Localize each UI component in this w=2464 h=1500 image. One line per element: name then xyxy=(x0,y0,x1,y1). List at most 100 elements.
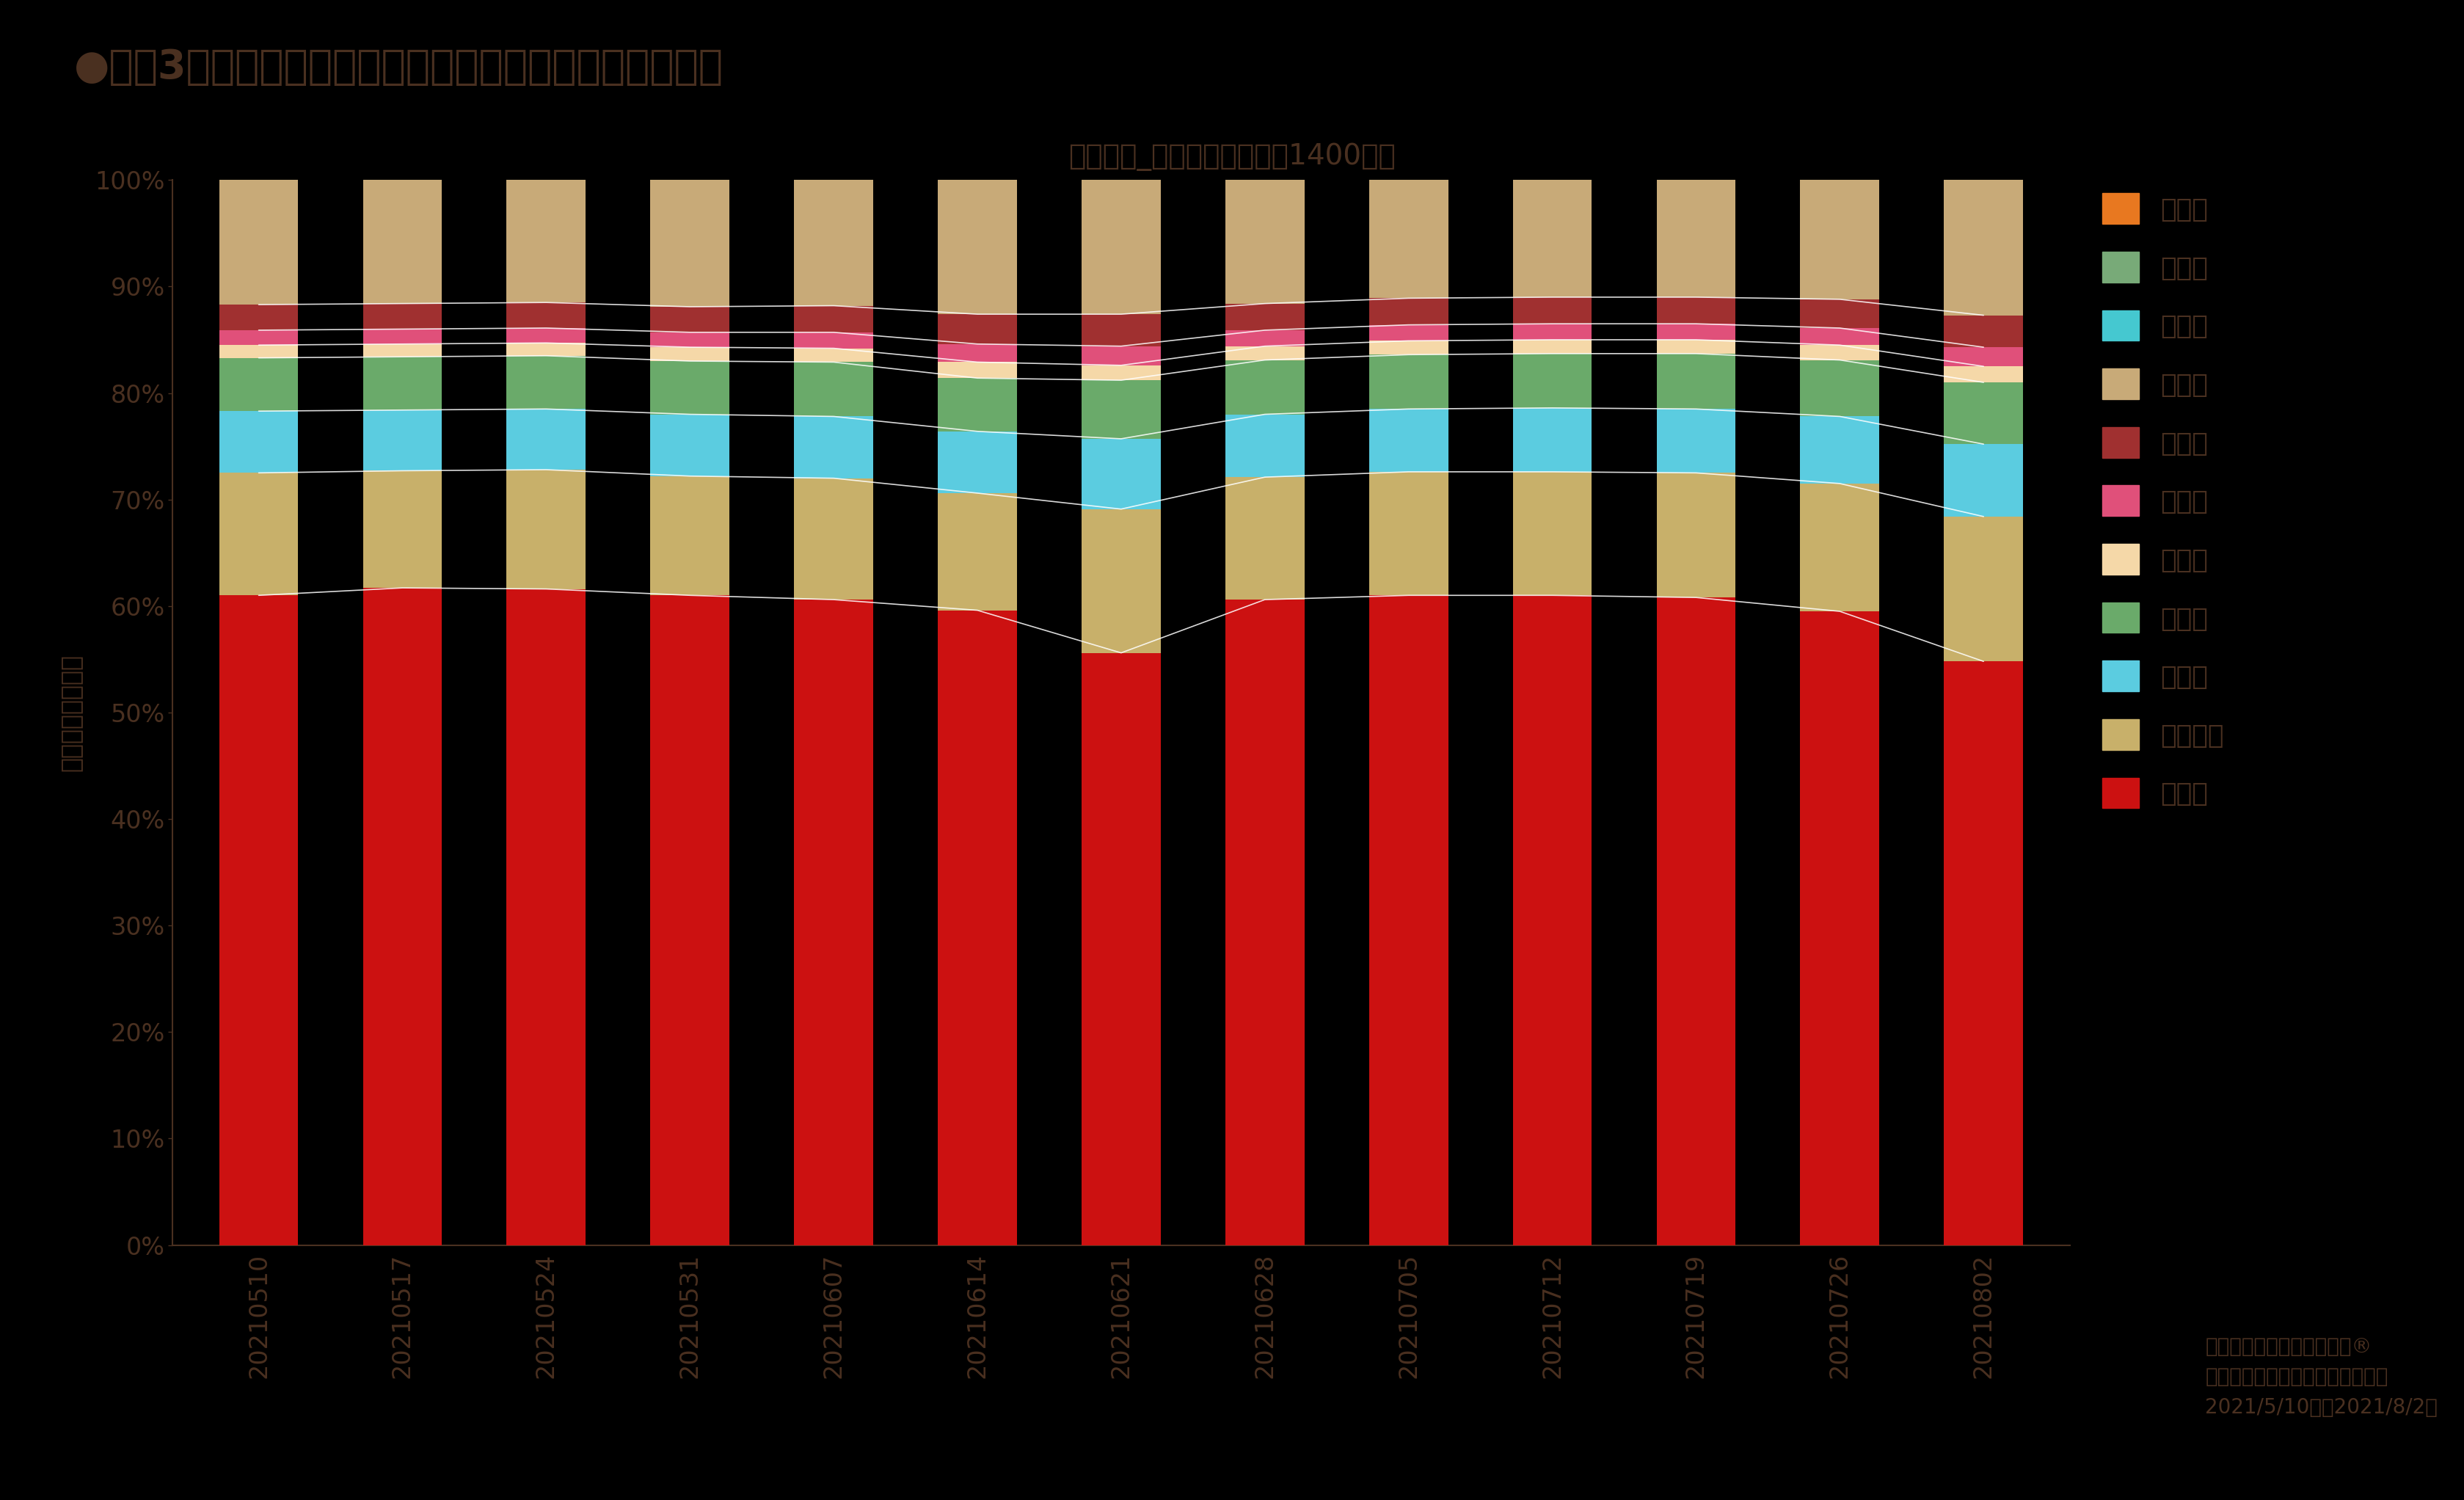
Bar xyxy=(1082,128,1161,314)
Bar xyxy=(508,356,586,410)
Bar xyxy=(1225,330,1303,347)
Bar xyxy=(1656,354,1735,410)
Bar xyxy=(650,68,729,120)
Bar xyxy=(1513,0,1592,33)
Bar xyxy=(650,34,729,68)
Bar xyxy=(1944,366,2023,382)
Bar xyxy=(650,476,729,596)
Bar xyxy=(219,596,298,1245)
Bar xyxy=(650,333,729,347)
Bar xyxy=(939,314,1018,344)
Bar xyxy=(650,306,729,333)
Bar xyxy=(939,130,1018,314)
Bar xyxy=(1656,297,1735,324)
Bar xyxy=(1225,0,1303,34)
Bar xyxy=(1656,0,1735,34)
Y-axis label: 人口居住地構成比: 人口居住地構成比 xyxy=(59,654,81,771)
Bar xyxy=(362,588,441,1245)
Bar xyxy=(1513,297,1592,324)
Bar xyxy=(1513,118,1592,297)
Bar xyxy=(1801,39,1880,68)
Bar xyxy=(1801,417,1880,483)
Bar xyxy=(1370,298,1449,326)
Text: データ：モバイル空間統計®
国内人口分布（リアルタイム版）
2021/5/10週〜2021/8/2週: データ：モバイル空間統計® 国内人口分布（リアルタイム版） 2021/5/10週… xyxy=(2205,1336,2437,1418)
Bar xyxy=(1370,120,1449,298)
Bar xyxy=(939,362,1018,378)
Bar xyxy=(939,378,1018,432)
Text: 羽田空港_国内線　　休日・1400時台: 羽田空港_国内線 休日・1400時台 xyxy=(1069,142,1395,171)
Bar xyxy=(508,470,586,590)
Bar xyxy=(939,494,1018,610)
Bar xyxy=(219,358,298,411)
Bar xyxy=(362,471,441,588)
Bar xyxy=(1225,477,1303,600)
Bar xyxy=(1944,662,2023,1245)
Bar xyxy=(1944,80,2023,142)
Bar xyxy=(508,303,586,328)
Bar xyxy=(508,28,586,60)
Bar xyxy=(362,114,441,303)
Bar xyxy=(1370,326,1449,340)
Bar xyxy=(793,362,872,417)
Bar xyxy=(1225,360,1303,414)
Bar xyxy=(1370,472,1449,596)
Bar xyxy=(508,60,586,114)
Bar xyxy=(219,304,298,330)
Bar xyxy=(1082,366,1161,380)
Bar xyxy=(1513,354,1592,408)
Bar xyxy=(508,114,586,303)
Bar xyxy=(1944,0,2023,53)
Bar xyxy=(1082,36,1161,66)
Bar xyxy=(1082,314,1161,346)
Bar xyxy=(939,344,1018,362)
Bar xyxy=(1370,596,1449,1245)
Bar xyxy=(1225,120,1303,303)
Bar xyxy=(650,0,729,34)
Bar xyxy=(362,357,441,410)
Bar xyxy=(1225,600,1303,1245)
Text: ●直近3ヶ月の休日　羽田空港周辺人口居住地構成比推移: ●直近3ヶ月の休日 羽田空港周辺人口居住地構成比推移 xyxy=(74,48,724,87)
Bar xyxy=(1944,347,2023,366)
Bar xyxy=(939,72,1018,130)
Bar xyxy=(1513,408,1592,472)
Bar xyxy=(219,472,298,596)
Bar xyxy=(1656,339,1735,354)
Bar xyxy=(1225,68,1303,120)
Bar xyxy=(1513,64,1592,118)
Bar xyxy=(1801,360,1880,417)
Bar xyxy=(1801,328,1880,345)
Bar xyxy=(362,328,441,344)
Bar xyxy=(1370,0,1449,32)
Bar xyxy=(219,330,298,345)
Bar xyxy=(1082,509,1161,652)
Bar xyxy=(793,66,872,120)
Bar xyxy=(1370,340,1449,354)
Bar xyxy=(1944,53,2023,80)
Bar xyxy=(1370,354,1449,410)
Bar xyxy=(650,120,729,306)
Bar xyxy=(1082,0,1161,36)
Bar xyxy=(219,112,298,304)
Bar xyxy=(1513,339,1592,354)
Bar xyxy=(1082,652,1161,1245)
Bar xyxy=(793,417,872,479)
Bar xyxy=(508,410,586,470)
Bar xyxy=(1513,33,1592,64)
Bar xyxy=(219,57,298,113)
Bar xyxy=(1801,123,1880,300)
Bar xyxy=(1225,34,1303,68)
Bar xyxy=(1944,315,2023,347)
Bar xyxy=(793,306,872,333)
Bar xyxy=(1082,380,1161,440)
Bar xyxy=(1656,472,1735,597)
Bar xyxy=(650,362,729,414)
Bar xyxy=(1082,66,1161,128)
Bar xyxy=(1656,34,1735,68)
Bar xyxy=(362,0,441,28)
Bar xyxy=(793,0,872,34)
Bar xyxy=(219,24,298,57)
Bar xyxy=(939,0,1018,40)
Bar xyxy=(1656,68,1735,120)
Bar xyxy=(1944,444,2023,516)
Bar xyxy=(793,479,872,600)
